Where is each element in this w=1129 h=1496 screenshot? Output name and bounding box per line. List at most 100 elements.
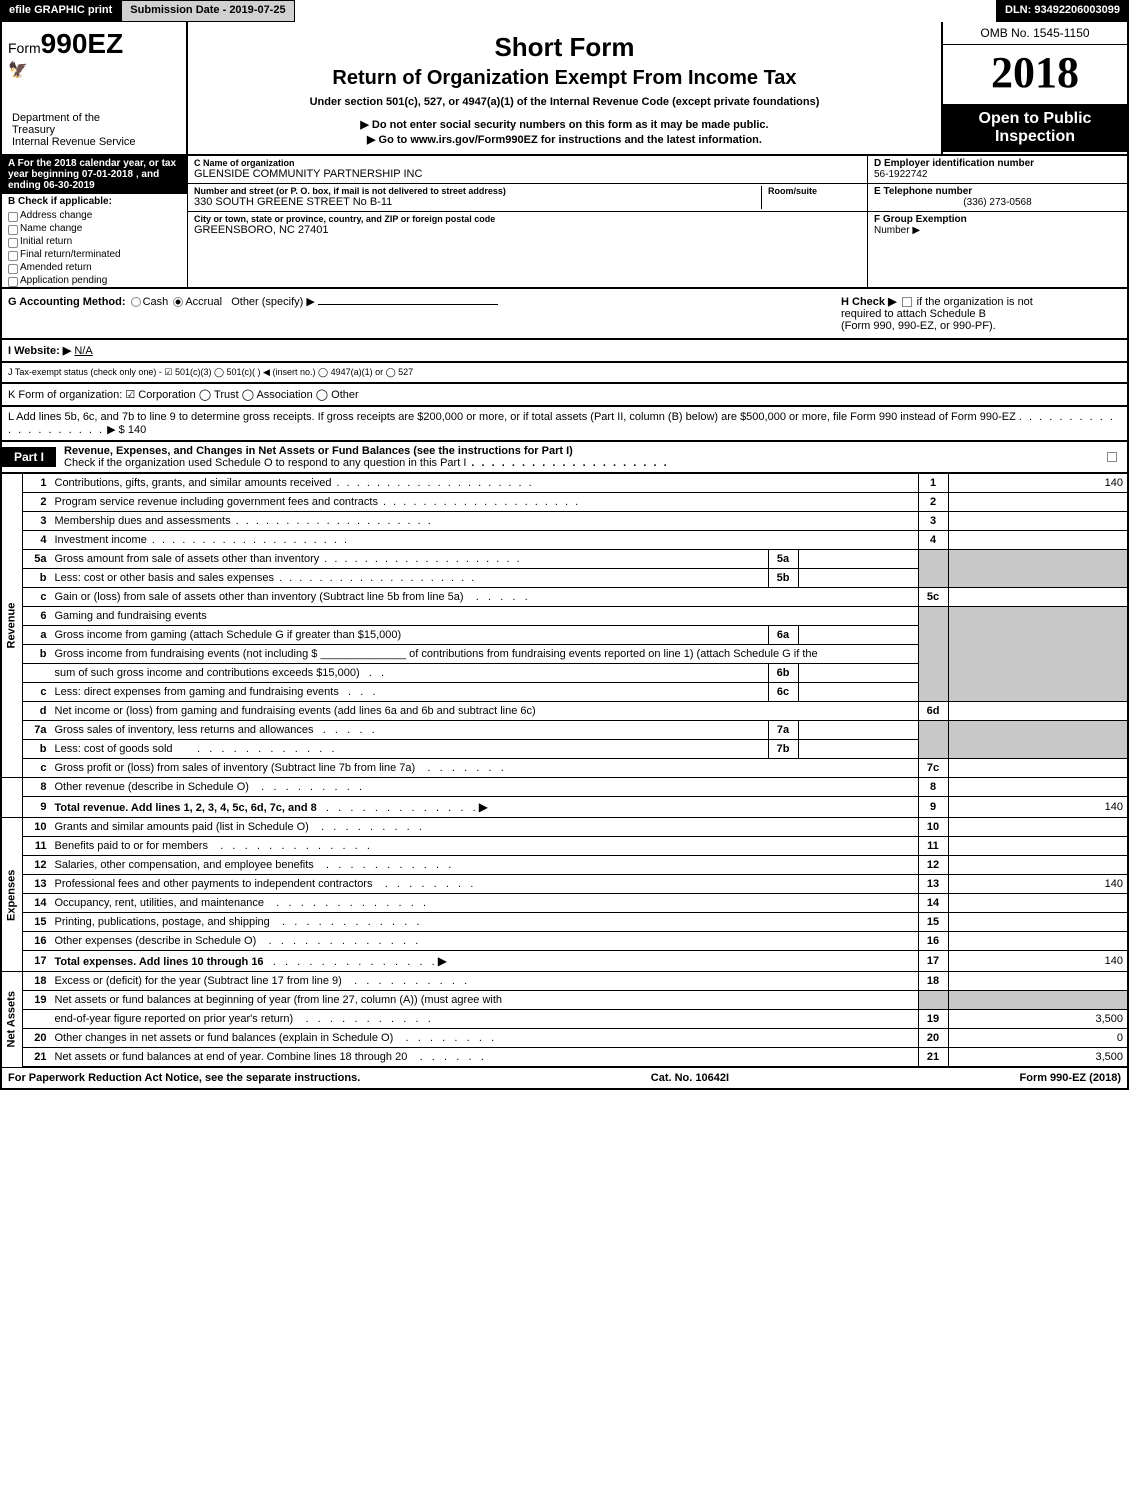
row-l-value: ▶ $ 140 (107, 424, 146, 436)
top-bar: efile GRAPHIC print Submission Date - 20… (0, 0, 1129, 22)
line-5b-midnum: 5b (768, 569, 798, 588)
line-5c-value (948, 588, 1128, 607)
line-13-desc: Professional fees and other payments to … (55, 878, 373, 890)
line-6b2-num (23, 664, 51, 683)
line-17-value: 140 (948, 951, 1128, 972)
line-4-value (948, 531, 1128, 550)
line-10-desc: Grants and similar amounts paid (list in… (55, 821, 309, 833)
part-1-checkbox[interactable] (1107, 452, 1117, 462)
line-20-num: 20 (23, 1029, 51, 1048)
part-1-tag: Part I (2, 447, 56, 467)
line-6a-midnum: 6a (768, 626, 798, 645)
line-18-value (948, 972, 1128, 991)
line-7b-midval (798, 740, 918, 759)
footer-form-id: Form 990-EZ (2018) (1020, 1072, 1121, 1084)
line-10-num: 10 (23, 818, 51, 837)
line-8-value (948, 778, 1128, 797)
line-16-desc: Other expenses (describe in Schedule O) (55, 935, 257, 947)
line-5a-midnum: 5a (768, 550, 798, 569)
website-row: I Website: ▶ N/A (0, 340, 1129, 363)
line-19-desc: Net assets or fund balances at beginning… (51, 991, 919, 1010)
line-4-desc: Investment income (55, 534, 147, 546)
line-6d-value (948, 702, 1128, 721)
line-7b-midnum: 7b (768, 740, 798, 759)
part-1-subtitle: Check if the organization used Schedule … (64, 457, 466, 469)
h-checkbox[interactable] (902, 297, 912, 307)
line-8-desc: Other revenue (describe in Schedule O) (55, 781, 249, 793)
c-addr-label: Number and street (or P. O. box, if mail… (194, 186, 761, 196)
accounting-method-row: G Accounting Method: Cash Accrual Other … (0, 289, 1129, 340)
check-application-pending[interactable]: Application pending (2, 274, 187, 287)
line-5b-num: b (23, 569, 51, 588)
line-6a-midval (798, 626, 918, 645)
form-number: Form990EZ (8, 28, 180, 60)
c-city-label: City or town, state or province, country… (194, 214, 495, 224)
line-1-value: 140 (948, 474, 1128, 493)
dln-label: DLN: 93492206003099 (996, 0, 1129, 22)
part-1-title: Revenue, Expenses, and Changes in Net As… (64, 445, 573, 457)
part-1-table: Revenue 1 Contributions, gifts, grants, … (0, 474, 1129, 1068)
line-13-num: 13 (23, 875, 51, 894)
line-21-rnum: 21 (918, 1048, 948, 1068)
line-20-value: 0 (948, 1029, 1128, 1048)
line-6b2-desc: sum of such gross income and contributio… (55, 667, 360, 679)
line-6d-num: d (23, 702, 51, 721)
line-7a-desc: Gross sales of inventory, less returns a… (55, 724, 314, 736)
line-6a-desc: Gross income from gaming (attach Schedul… (51, 626, 769, 645)
line-19-grey-val (948, 991, 1128, 1010)
line-11-rnum: 11 (918, 837, 948, 856)
b-check-label: B Check if applicable: (2, 194, 187, 209)
radio-accrual[interactable] (173, 297, 183, 307)
line-4-rnum: 4 (918, 531, 948, 550)
omb-number: OMB No. 1545-1150 (943, 22, 1127, 45)
line-16-num: 16 (23, 932, 51, 951)
treasury-seal-icon: 🦅 (8, 60, 180, 80)
check-amended-return[interactable]: Amended return (2, 261, 187, 274)
line-19b-desc: end-of-year figure reported on prior yea… (55, 1013, 294, 1025)
line-7c-rnum: 7c (918, 759, 948, 778)
line-15-value (948, 913, 1128, 932)
line-7a-midval (798, 721, 918, 740)
check-final-return[interactable]: Final return/terminated (2, 248, 187, 261)
line-6c-desc: Less: direct expenses from gaming and fu… (55, 686, 339, 698)
line-13-value: 140 (948, 875, 1128, 894)
line-20-desc: Other changes in net assets or fund bala… (55, 1032, 394, 1044)
line-5c-desc: Gain or (loss) from sale of assets other… (55, 591, 464, 603)
radio-cash[interactable] (131, 297, 141, 307)
return-title: Return of Organization Exempt From Incom… (198, 67, 931, 90)
line-6-num: 6 (23, 607, 51, 626)
line-7ab-grey-val (948, 721, 1128, 759)
line-6d-rnum: 6d (918, 702, 948, 721)
accrual-label: Accrual (185, 296, 222, 308)
efile-print-button[interactable]: efile GRAPHIC print (0, 0, 121, 22)
line-11-num: 11 (23, 837, 51, 856)
open-to-public-badge: Open to PublicInspection (943, 104, 1127, 152)
website-label: I Website: ▶ (8, 345, 71, 357)
line-5a-midval (798, 550, 918, 569)
line-6-grey-val (948, 607, 1128, 702)
line-6-grey (918, 607, 948, 702)
line-9-rnum: 9 (918, 797, 948, 818)
check-name-change[interactable]: Name change (2, 222, 187, 235)
other-specify-input[interactable] (318, 304, 498, 305)
line-21-value: 3,500 (948, 1048, 1128, 1068)
line-7b-desc: Less: cost of goods sold (55, 743, 173, 755)
line-7b-num: b (23, 740, 51, 759)
h-text-3: (Form 990, 990-EZ, or 990-PF). (841, 320, 996, 332)
f-group-label: F Group Exemption (874, 214, 967, 225)
line-16-value (948, 932, 1128, 951)
line-15-rnum: 15 (918, 913, 948, 932)
line-3-value (948, 512, 1128, 531)
check-initial-return[interactable]: Initial return (2, 235, 187, 248)
gross-receipts-row: L Add lines 5b, 6c, and 7b to line 9 to … (0, 407, 1129, 442)
e-phone-label: E Telephone number (874, 186, 972, 197)
c-name-label: C Name of organization (194, 158, 861, 168)
part-1-header: Part I Revenue, Expenses, and Changes in… (0, 442, 1129, 474)
line-11-desc: Benefits paid to or for members (55, 840, 208, 852)
d-ein-label: D Employer identification number (874, 158, 1034, 169)
goto-link[interactable]: ▶ Go to www.irs.gov/Form990EZ for instru… (198, 133, 931, 146)
check-address-change[interactable]: Address change (2, 209, 187, 222)
line-19-num: 19 (23, 991, 51, 1010)
line-7c-value (948, 759, 1128, 778)
line-5c-rnum: 5c (918, 588, 948, 607)
